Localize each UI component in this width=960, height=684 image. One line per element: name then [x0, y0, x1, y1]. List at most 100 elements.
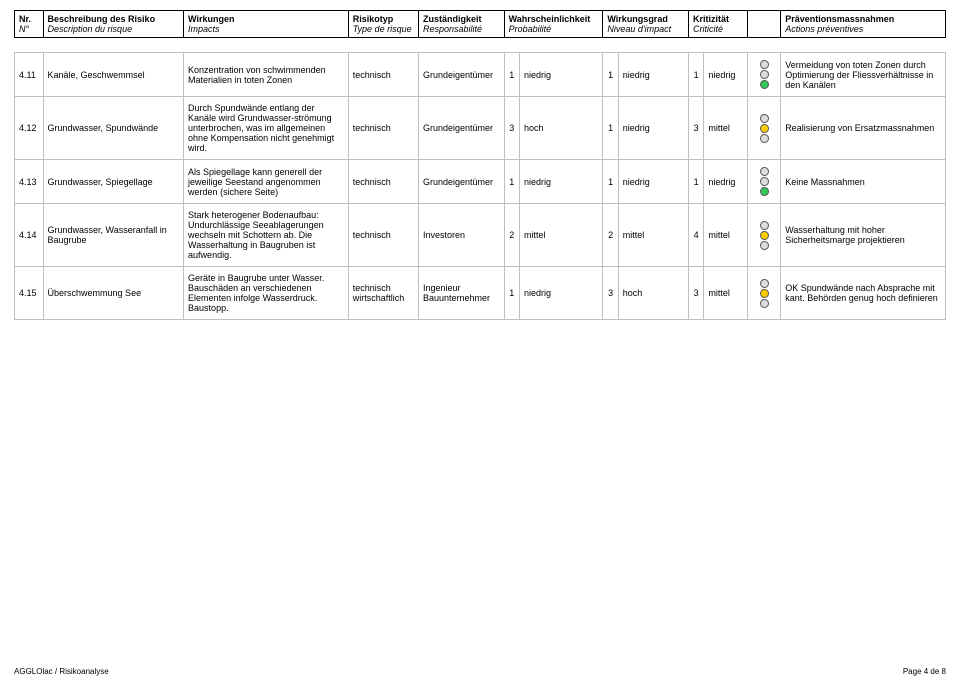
- cell-action: OK Spundwände nach Absprache mit kant. B…: [781, 267, 946, 320]
- cell-traffic: [748, 97, 781, 160]
- traffic-light-icon: [760, 166, 769, 197]
- cell-nr: 4.13: [15, 160, 44, 204]
- table-row: 4.11Kanäle, GeschwemmselKonzentration vo…: [15, 53, 946, 97]
- cell-resp: Grundeigentümer: [418, 97, 504, 160]
- traffic-lamp: [760, 167, 769, 176]
- header-sub: Actions préventives: [785, 24, 941, 34]
- cell-prob-t: hoch: [519, 97, 602, 160]
- cell-grad-n: 2: [603, 204, 618, 267]
- header-cell: ZuständigkeitResponsabilité: [418, 11, 504, 38]
- cell-grad-n: 1: [603, 160, 618, 204]
- cell-grad-n: 1: [603, 53, 618, 97]
- header-main: Risikotyp: [353, 14, 394, 24]
- header-main: Kritizität: [693, 14, 729, 24]
- cell-krit-n: 3: [689, 267, 704, 320]
- header-sub: Type de risque: [353, 24, 414, 34]
- footer-right: Page 4 de 8: [903, 667, 946, 676]
- header-sub: Impacts: [188, 24, 344, 34]
- traffic-lamp: [760, 124, 769, 133]
- cell-type: technisch: [348, 160, 418, 204]
- header-main: Wirkungsgrad: [607, 14, 667, 24]
- cell-prob-n: 2: [504, 204, 519, 267]
- cell-action: Wasserhaltung mit hoher Sicherheitsmarge…: [781, 204, 946, 267]
- header-cell: WirkungenImpacts: [184, 11, 349, 38]
- table-row: 4.13Grundwasser, SpiegellageAls Spiegell…: [15, 160, 946, 204]
- cell-action: Keine Massnahmen: [781, 160, 946, 204]
- cell-desc: Grundwasser, Spiegellage: [43, 160, 184, 204]
- header-row: Nr.N° Beschreibung des RisikoDescription …: [15, 11, 946, 38]
- cell-type: technisch wirtschaftlich: [348, 267, 418, 320]
- cell-krit-t: niedrig: [704, 160, 748, 204]
- footer-left: AGGLOlac / Risikoanalyse: [14, 667, 109, 676]
- cell-impact: Durch Spundwände entlang der Kanäle wird…: [184, 97, 349, 160]
- cell-desc: Überschwemmung See: [43, 267, 184, 320]
- cell-krit-t: niedrig: [704, 53, 748, 97]
- header-cell: [748, 11, 781, 38]
- header-cell: RisikotypType de risque: [348, 11, 418, 38]
- cell-nr: 4.12: [15, 97, 44, 160]
- cell-grad-t: mittel: [618, 204, 688, 267]
- traffic-lamp: [760, 221, 769, 230]
- cell-action: Vermeidung von toten Zonen durch Optimie…: [781, 53, 946, 97]
- header-sub: Responsabilité: [423, 24, 500, 34]
- cell-krit-n: 1: [689, 53, 704, 97]
- cell-type: technisch: [348, 97, 418, 160]
- header-sub: Criticité: [693, 24, 743, 34]
- cell-impact: Als Spiegellage kann generell der jeweil…: [184, 160, 349, 204]
- cell-traffic: [748, 53, 781, 97]
- header-sub: Niveau d'impact: [607, 24, 684, 34]
- cell-krit-n: 3: [689, 97, 704, 160]
- header-main: Wahrscheinlichkeit: [509, 14, 591, 24]
- header-sub: N°: [19, 24, 39, 34]
- cell-prob-n: 3: [504, 97, 519, 160]
- header-main: Zuständigkeit: [423, 14, 482, 24]
- traffic-lamp: [760, 279, 769, 288]
- cell-prob-n: 1: [504, 53, 519, 97]
- cell-resp: Investoren: [418, 204, 504, 267]
- cell-nr: 4.15: [15, 267, 44, 320]
- cell-prob-t: mittel: [519, 204, 602, 267]
- cell-type: technisch: [348, 204, 418, 267]
- traffic-lamp: [760, 289, 769, 298]
- header-main: Wirkungen: [188, 14, 234, 24]
- cell-traffic: [748, 160, 781, 204]
- risk-table-header: Nr.N° Beschreibung des RisikoDescription …: [14, 10, 946, 38]
- risk-table-body: 4.11Kanäle, GeschwemmselKonzentration vo…: [14, 52, 946, 320]
- cell-resp: Grundeigentümer: [418, 53, 504, 97]
- header-sub: Probabilité: [509, 24, 599, 34]
- header-main: Nr.: [19, 14, 31, 24]
- cell-traffic: [748, 267, 781, 320]
- cell-impact: Stark heterogener Bodenaufbau: Undurchlä…: [184, 204, 349, 267]
- cell-desc: Grundwasser, Wasseranfall in Baugrube: [43, 204, 184, 267]
- traffic-lamp: [760, 80, 769, 89]
- traffic-lamp: [760, 231, 769, 240]
- cell-krit-n: 4: [689, 204, 704, 267]
- header-cell: PräventionsmassnahmenActions préventives: [781, 11, 946, 38]
- header-cell: WirkungsgradNiveau d'impact: [603, 11, 689, 38]
- traffic-lamp: [760, 134, 769, 143]
- cell-prob-t: niedrig: [519, 267, 602, 320]
- cell-krit-t: mittel: [704, 267, 748, 320]
- header-main: Präventionsmassnahmen: [785, 14, 894, 24]
- cell-impact: Geräte in Baugrube unter Wasser. Bauschä…: [184, 267, 349, 320]
- traffic-light-icon: [760, 220, 769, 251]
- table-row: 4.15Überschwemmung SeeGeräte in Baugrube…: [15, 267, 946, 320]
- cell-prob-n: 1: [504, 160, 519, 204]
- header-sub: Description du risque: [48, 24, 180, 34]
- cell-krit-n: 1: [689, 160, 704, 204]
- traffic-lamp: [760, 241, 769, 250]
- traffic-lamp: [760, 60, 769, 69]
- cell-grad-t: niedrig: [618, 53, 688, 97]
- cell-nr: 4.11: [15, 53, 44, 97]
- header-main: Beschreibung des Risiko: [48, 14, 156, 24]
- cell-grad-t: niedrig: [618, 97, 688, 160]
- cell-krit-t: mittel: [704, 204, 748, 267]
- cell-krit-t: mittel: [704, 97, 748, 160]
- cell-resp: Grundeigentümer: [418, 160, 504, 204]
- table-row: 4.12Grundwasser, SpundwändeDurch Spundwä…: [15, 97, 946, 160]
- table-row: 4.14Grundwasser, Wasseranfall in Baugrub…: [15, 204, 946, 267]
- cell-desc: Kanäle, Geschwemmsel: [43, 53, 184, 97]
- page-footer: AGGLOlac / Risikoanalyse Page 4 de 8: [14, 667, 946, 676]
- traffic-lamp: [760, 70, 769, 79]
- cell-prob-t: niedrig: [519, 53, 602, 97]
